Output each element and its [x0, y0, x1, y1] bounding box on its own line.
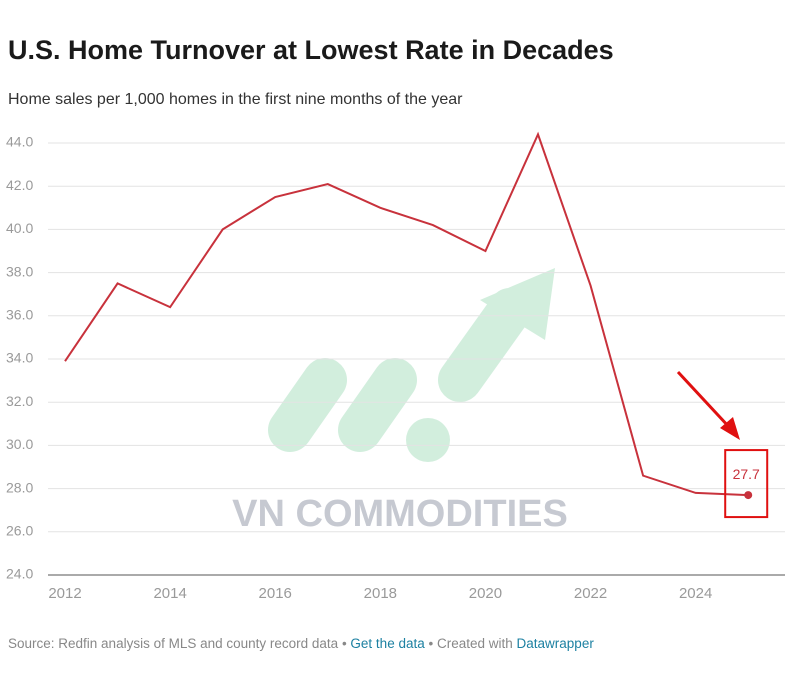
- footer-source: Source: Redfin analysis of MLS and count…: [8, 636, 339, 651]
- y-tick-label: 26.0: [6, 523, 33, 539]
- x-tick-label: 2012: [48, 585, 81, 602]
- y-tick-label: 38.0: [6, 263, 33, 279]
- data-line: [64, 131, 749, 497]
- get-data-link[interactable]: Get the data: [350, 636, 425, 651]
- x-tick-label: 2014: [153, 585, 186, 602]
- y-tick-label: 32.0: [6, 393, 33, 409]
- y-tick-label: 36.0: [6, 307, 33, 323]
- chart-title: U.S. Home Turnover at Lowest Rate in Dec…: [8, 35, 614, 65]
- plot-area: 24.0 26.0 28.0 30.0 32.0 34.0 36.0 38.0 40.0 42.0…: [6, 131, 785, 602]
- y-tick-label: 44.0: [6, 134, 33, 150]
- annotation-arrow: [676, 370, 740, 440]
- x-tick-label: 2024: [679, 585, 712, 602]
- data-label: 27.7: [733, 466, 760, 482]
- y-tick-label: 40.0: [6, 220, 33, 236]
- chart-subtitle: Home sales per 1,000 homes in the first …: [8, 91, 463, 108]
- y-tick-label: 34.0: [6, 350, 33, 366]
- watermark-logo: [268, 268, 555, 462]
- y-tick-label: 42.0: [6, 177, 33, 193]
- datawrapper-link[interactable]: Datawrapper: [517, 636, 595, 651]
- y-tick-label: 24.0: [6, 566, 33, 582]
- x-tick-label: 2018: [364, 585, 397, 602]
- data-point: [744, 491, 753, 500]
- x-tick-label: 2020: [469, 585, 502, 602]
- x-tick-label: 2016: [259, 585, 292, 602]
- footer-created: Created with: [437, 636, 513, 651]
- y-tick-label: 30.0: [6, 436, 33, 452]
- y-tick-label: 28.0: [6, 479, 33, 495]
- footer: Source: Redfin analysis of MLS and count…: [8, 636, 594, 651]
- watermark: VN COMMODITIES: [232, 493, 568, 535]
- x-tick-label: 2022: [574, 585, 607, 602]
- highlight-box: [724, 449, 769, 519]
